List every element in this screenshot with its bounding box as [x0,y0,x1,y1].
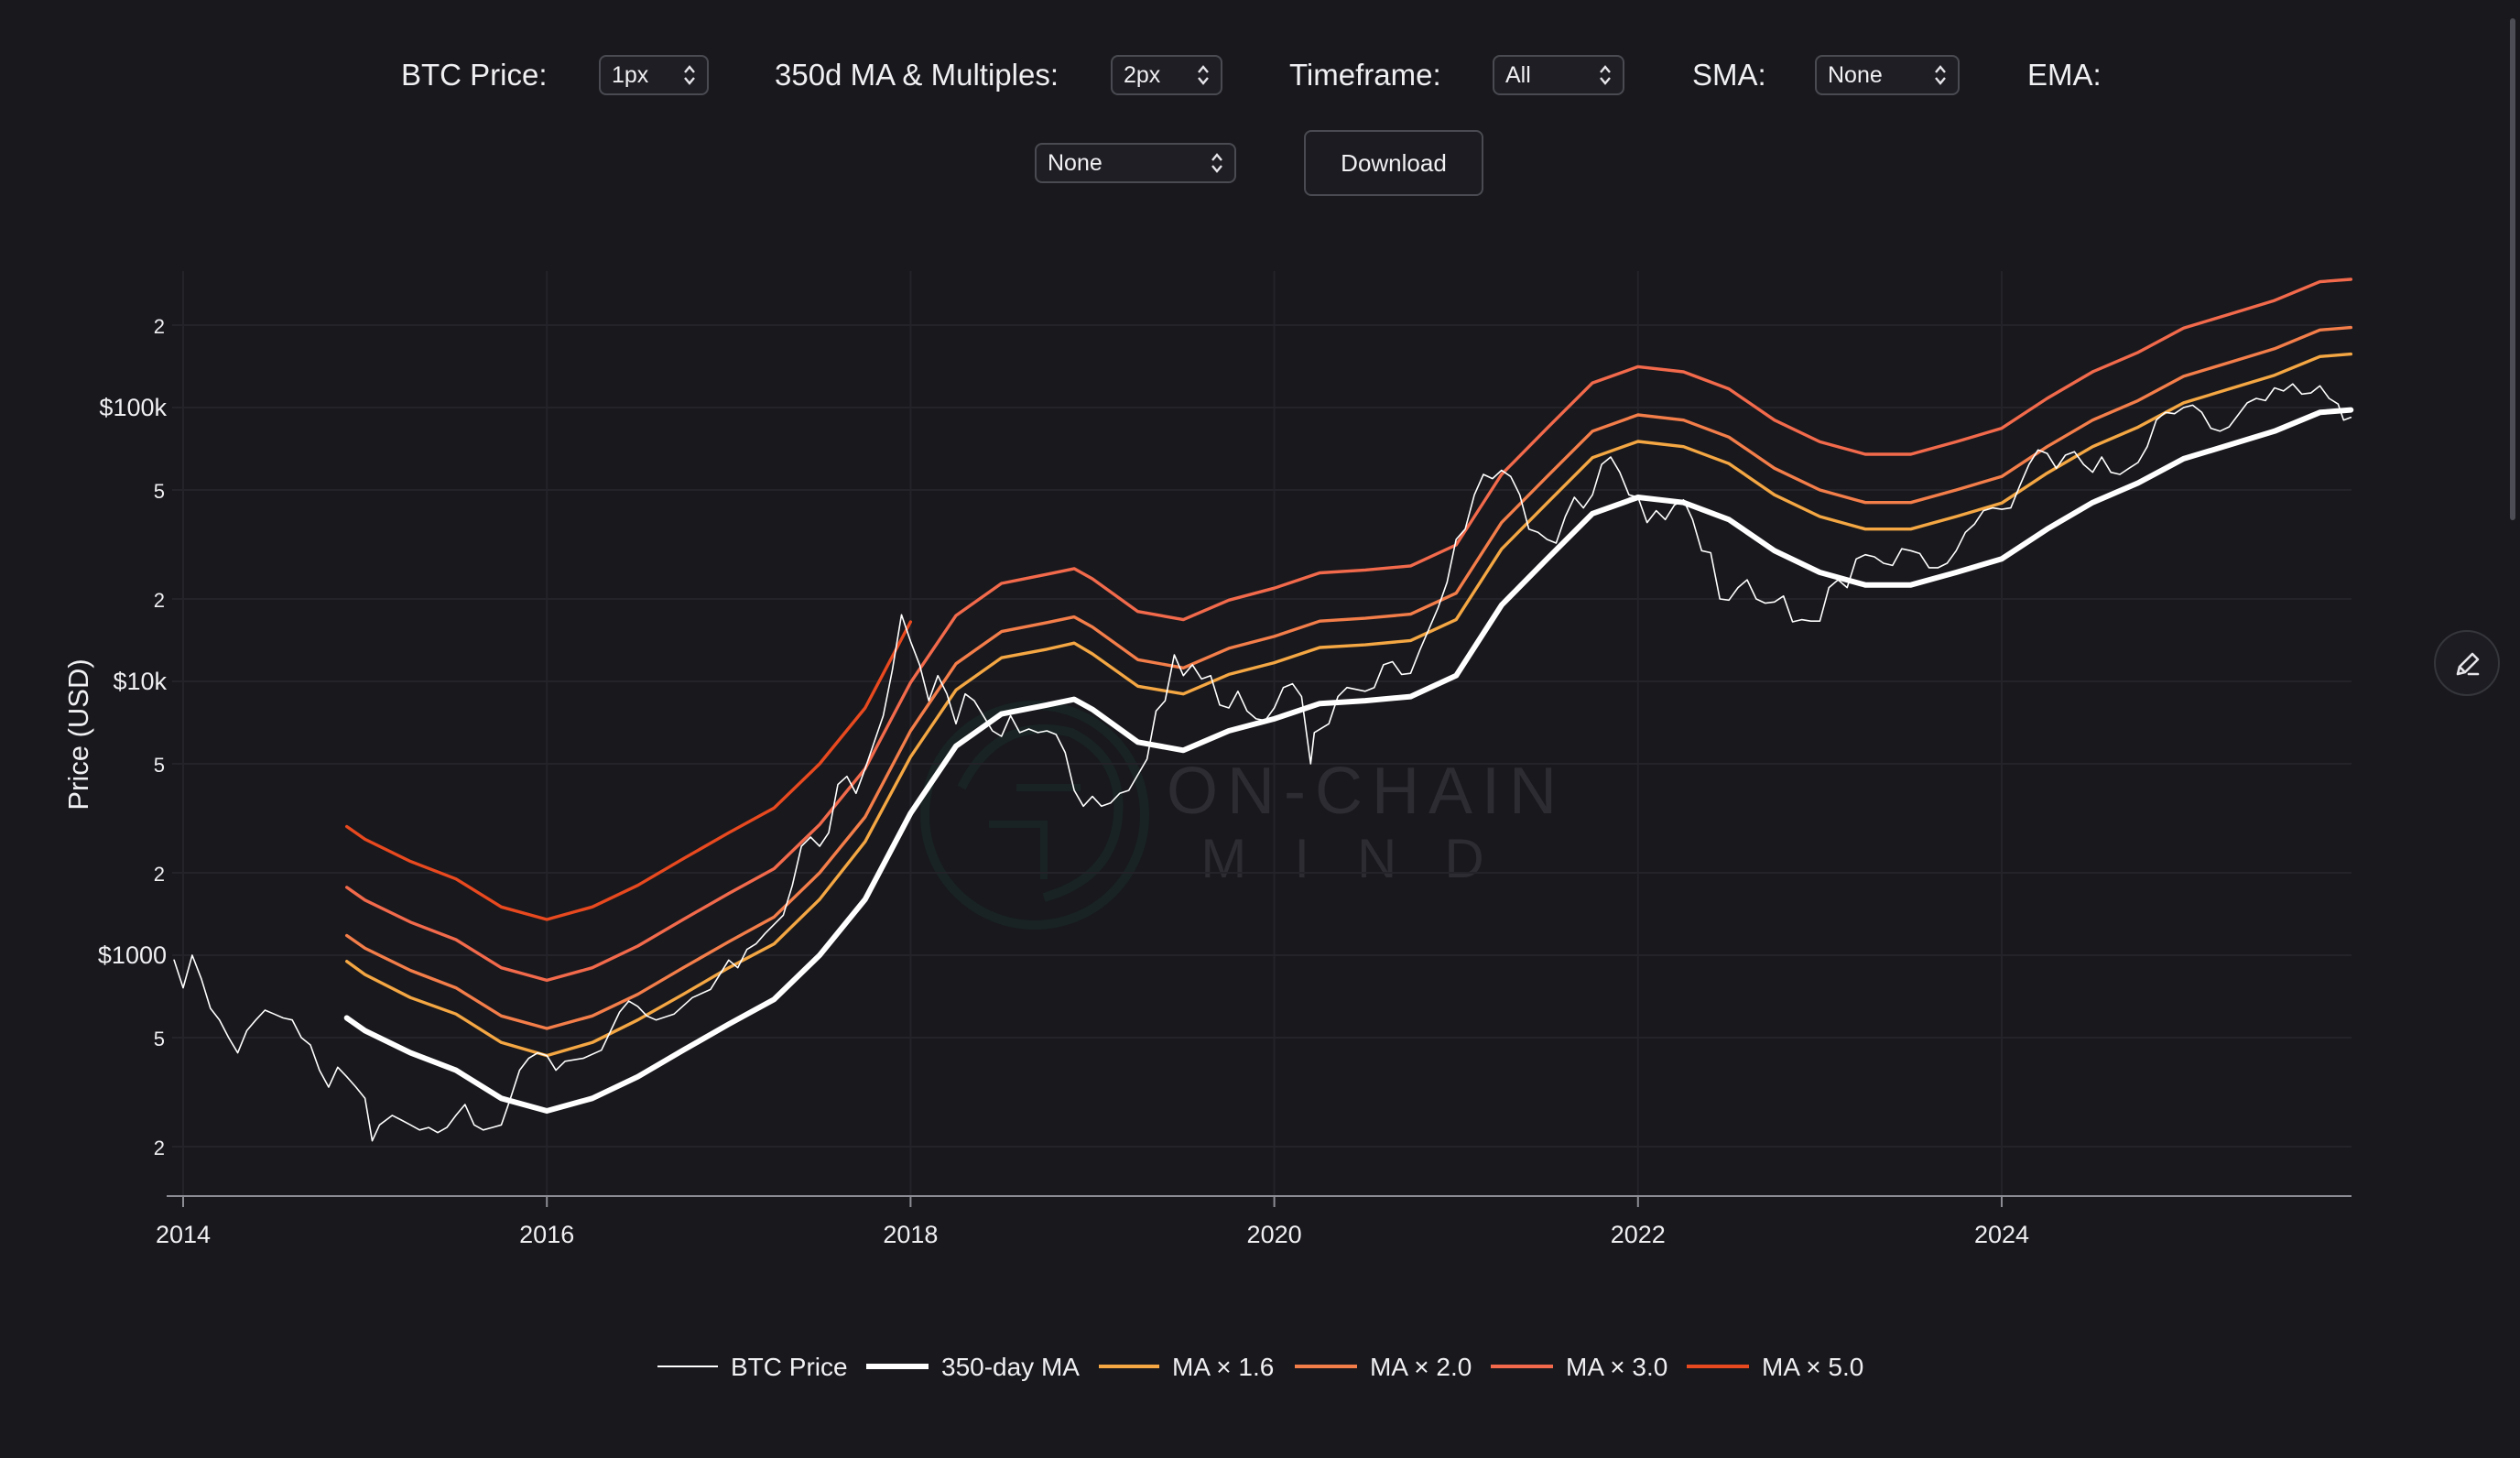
legend-item-price: BTC Price [657,1353,848,1381]
y-tick-label: $100k [99,394,167,421]
select-arrows-icon [1198,65,1209,85]
series-line-ma50 [345,620,913,921]
btc-price-width-value: 1px [612,62,649,88]
chart-legend: BTC Price 350-day MA MA × 1.6 MA × 2.0 MA × … [657,1353,1863,1381]
timeframe-label: Timeframe: [1289,58,1441,92]
ema-label: EMA: [2027,58,2102,92]
watermark-logo-icon [920,701,1149,930]
legend-item-ma20: MA × 2.0 [1295,1353,1472,1381]
legend-item-ma50: MA × 5.0 [1687,1353,1863,1381]
select-arrows-icon [1935,65,1946,85]
series-line-ma20 [345,325,2352,1030]
series-line-ma30 [345,277,2352,983]
watermark: ON-CHAIN MIND [920,701,1566,930]
legend-item-ma: 350-day MA [866,1353,1080,1381]
legend-label: BTC Price [731,1353,848,1381]
y-tick-label: 2 [154,315,165,338]
x-tick-label: 2016 [519,1221,574,1248]
download-button[interactable]: Download [1304,130,1483,196]
ma-multiples-label: 350d MA & Multiples: [775,58,1059,92]
chart-series [173,277,2354,1142]
pencil-icon [2456,652,2480,676]
watermark-line1: ON-CHAIN [1167,755,1566,828]
x-tick-label: 2020 [1247,1221,1302,1248]
sma-label: SMA: [1692,58,1766,92]
y-tick-label: 5 [154,1028,165,1050]
chart-controls: BTC Price: 1px 350d MA & Multiples: 2px … [0,0,2520,211]
sma-select[interactable]: None [1815,55,1960,95]
x-tick-label: 2022 [1611,1221,1666,1248]
watermark-line2: MIND [1200,828,1531,889]
ema-value: None [1048,150,1102,176]
ema-select[interactable]: None [1035,143,1236,183]
x-tick-label: 2024 [1974,1221,2029,1248]
x-tick-label: 2014 [156,1221,211,1248]
legend-label: MA × 1.6 [1172,1353,1274,1381]
legend-item-ma16: MA × 1.6 [1099,1353,1274,1381]
timeframe-select[interactable]: All [1493,55,1624,95]
y-tick-label: 2 [154,863,165,886]
btc-price-label: BTC Price: [401,58,548,92]
timeframe-value: All [1505,62,1531,88]
legend-label: MA × 3.0 [1566,1353,1667,1381]
y-axis-label: Price (USD) [62,658,94,810]
y-tick-label: $10k [113,668,167,695]
select-arrows-icon [684,65,695,85]
legend-label: MA × 2.0 [1370,1353,1472,1381]
legend-item-ma30: MA × 3.0 [1491,1353,1667,1381]
sma-value: None [1828,62,1883,88]
select-arrows-icon [1211,153,1222,173]
ma-width-value: 2px [1124,62,1161,88]
y-tick-label: $1000 [98,941,167,969]
series-line-ma [343,407,2354,1114]
legend-label: 350-day MA [941,1353,1080,1381]
ma-width-select[interactable]: 2px [1111,55,1222,95]
y-tick-label: 5 [154,754,165,777]
y-tick-label: 2 [154,589,165,612]
legend-label: MA × 5.0 [1762,1353,1863,1381]
page-scrollbar[interactable] [2510,18,2515,520]
btc-price-width-select[interactable]: 1px [599,55,709,95]
chart-axes: 2014 2016 2018 2020 2022 2024 2 5 $1000 2 5 $10k 2 5 $… [98,315,2352,1248]
y-tick-label: 5 [154,480,165,503]
edit-chart-button[interactable] [2434,630,2500,696]
series-line-price [173,383,2352,1142]
x-tick-label: 2018 [883,1221,938,1248]
y-tick-label: 2 [154,1137,165,1159]
chart-grid [172,271,2352,1196]
select-arrows-icon [1600,65,1611,85]
